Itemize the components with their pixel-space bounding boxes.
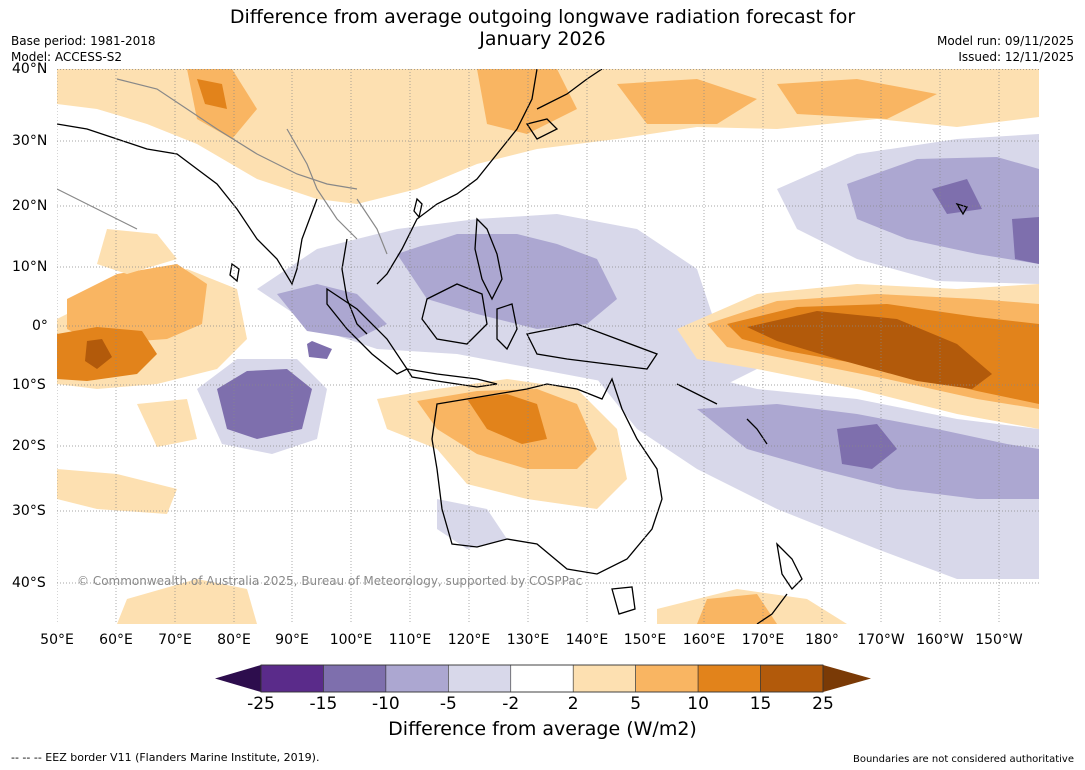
lon-label-160w: 160°W xyxy=(916,632,964,648)
issued-text: Issued: 12/11/2025 xyxy=(958,50,1074,64)
colorbar-tick-label: 10 xyxy=(687,694,709,714)
base-period-text: Base period: 1981-2018 xyxy=(11,34,156,48)
lon-label-80e: 80°E xyxy=(217,632,251,648)
colorbar-segment xyxy=(510,664,574,693)
boundaries-footnote: Boundaries are not considered authoritat… xyxy=(852,754,1074,765)
colorbar-segment xyxy=(760,664,824,693)
colorbar-segment xyxy=(572,664,636,693)
colorbar-tick-label: 2 xyxy=(567,694,579,714)
lon-label-100e: 100°E xyxy=(329,632,373,648)
colorbar-tick-label: -25 xyxy=(247,694,275,714)
lon-label-60e: 60°E xyxy=(99,632,133,648)
lon-label-130e: 130°E xyxy=(506,632,550,648)
coastlines xyxy=(57,69,968,624)
anomaly-shading xyxy=(57,69,1039,624)
lat-label-40s: 40°S xyxy=(12,575,46,591)
lat-label-10s: 10°S xyxy=(12,377,46,393)
country-borders xyxy=(57,78,388,255)
map-title-line1: Difference from average outgoing longwav… xyxy=(229,6,856,28)
lon-label-160e: 160°E xyxy=(682,632,726,648)
lon-label-170e: 170°E xyxy=(741,632,785,648)
lon-label-120e: 120°E xyxy=(447,632,491,648)
colorbar-segment xyxy=(635,664,699,693)
gridlines xyxy=(57,69,1039,624)
colorbar-segment xyxy=(385,664,449,693)
lon-label-90e: 90°E xyxy=(275,632,309,648)
colorbar-segment xyxy=(323,664,387,693)
colorbar-tick-label: -5 xyxy=(439,694,457,714)
colorbar-segment xyxy=(448,664,512,693)
lat-label-eq: 0° xyxy=(32,318,48,334)
lon-label-180: 180° xyxy=(805,632,839,648)
eez-footnote: -- -- -- EEZ border V11 (Flanders Marine… xyxy=(11,751,320,764)
lon-label-50e: 50°E xyxy=(40,632,74,648)
anomaly-map xyxy=(57,69,1039,624)
model-text: Model: ACCESS-S2 xyxy=(11,50,123,64)
lat-label-30s: 30°S xyxy=(12,503,46,519)
colorbar-tick-label: -10 xyxy=(371,694,400,714)
model-run-text: Model run: 09/11/2025 xyxy=(936,34,1074,48)
colorbar-segment xyxy=(697,664,761,693)
lat-label-20s: 20°S xyxy=(12,438,46,454)
colorbar-segment xyxy=(260,664,324,693)
map-title-line2: January 2026 xyxy=(479,28,606,50)
colorbar-tick-label: -15 xyxy=(309,694,338,714)
meta-right: Model run: 09/11/2025 Issued: 12/11/2025 xyxy=(937,33,1074,65)
lon-label-110e: 110°E xyxy=(388,632,432,648)
colorbar-arrow-left xyxy=(215,665,261,692)
copyright-text: © Commonwealth of Australia 2025, Bureau… xyxy=(77,574,583,588)
lat-label-40n: 40°N xyxy=(12,61,48,77)
lon-label-70e: 70°E xyxy=(158,632,192,648)
colorbar-arrow-right xyxy=(823,665,871,692)
lon-label-150w: 150°W xyxy=(975,632,1023,648)
colorbar-title: Difference from average (W/m2) xyxy=(388,718,697,740)
lat-label-10n: 10°N xyxy=(12,259,48,275)
colorbar-tick-label: 5 xyxy=(630,694,642,714)
colorbar-tick-label: 25 xyxy=(812,694,834,714)
colorbar-tick-label: 15 xyxy=(749,694,772,714)
lon-label-140e: 140°E xyxy=(565,632,609,648)
lon-label-170w: 170°W xyxy=(857,632,905,648)
lat-label-30n: 30°N xyxy=(12,133,48,149)
meta-left: Base period: 1981-2018 Model: ACCESS-S2 xyxy=(11,33,156,65)
colorbar-tick-label: -2 xyxy=(502,694,520,714)
lon-label-150e: 150°E xyxy=(623,632,667,648)
lat-label-20n: 20°N xyxy=(12,198,48,214)
colorbar xyxy=(215,664,871,693)
